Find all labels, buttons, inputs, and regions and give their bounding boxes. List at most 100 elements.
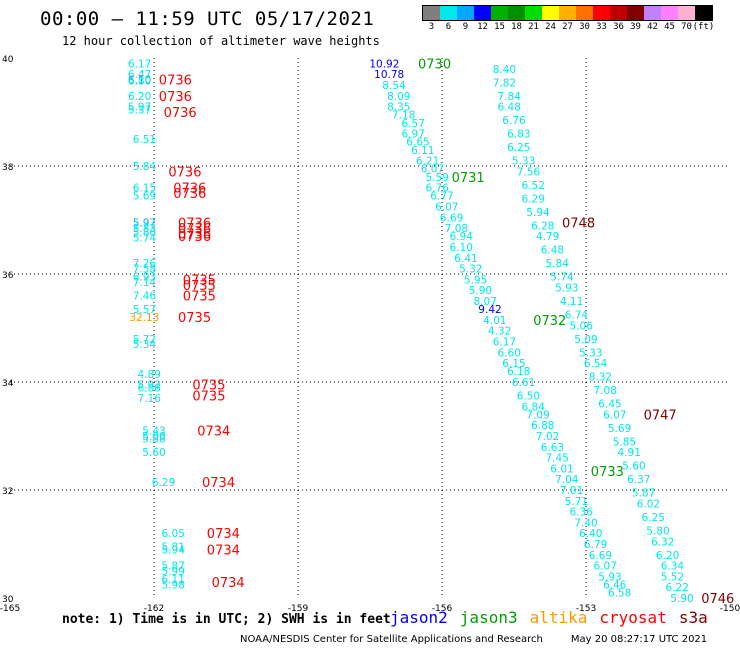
pass-time-label: 0748	[562, 217, 595, 232]
swh-value: 6.20	[128, 91, 151, 103]
y-tick-label: 32	[2, 487, 13, 497]
colorbar-label: 21	[528, 22, 539, 32]
swh-colorbar-labels: 3 6 9 12 15 18 21 24 27 30 33 36 39 42 45 70 (ft)	[422, 22, 740, 34]
swh-value: 5.60	[622, 461, 645, 473]
colorbar-label: 45	[664, 22, 675, 32]
swh-value: 5.57	[133, 304, 156, 316]
swh-value: 6.07	[435, 202, 458, 214]
swh-value: 9.42	[478, 304, 501, 316]
x-tick-label: -153	[576, 604, 596, 614]
swh-value: 5.83	[133, 223, 156, 235]
generation-timestamp: May 20 08:27:17 UTC 2021	[570, 634, 708, 645]
swh-value: 8.32	[589, 372, 612, 384]
swh-value: 6.11	[411, 145, 434, 157]
swh-value: 6.54	[584, 358, 608, 370]
swh-value: 5.93	[598, 571, 621, 583]
swh-value: 6.51	[133, 134, 156, 146]
swh-value: 5.06	[570, 320, 594, 332]
colorbar-swatch	[525, 6, 542, 20]
swh-value: 5.69	[133, 191, 156, 203]
colorbar-swatch	[491, 6, 508, 20]
legend-jason3: jason3	[459, 608, 518, 627]
swh-value: 5.00	[142, 431, 165, 443]
swh-value: 8.09	[387, 91, 410, 103]
swh-value: 7.56	[517, 166, 541, 178]
swh-value: 6.22	[666, 582, 689, 594]
colorbar-swatch	[593, 6, 610, 20]
swh-value: 5.74	[133, 232, 157, 244]
swh-value: 4.89	[138, 369, 161, 381]
swh-value: 6.28	[531, 220, 554, 232]
y-tick-label: 38	[2, 163, 14, 173]
swh-value: 6.65	[406, 137, 429, 149]
pass-time-label: 0747	[644, 408, 677, 423]
pass-time-label: 0736	[159, 90, 192, 105]
swh-value: 5.85	[613, 436, 636, 448]
swh-value: 6.01	[550, 463, 573, 475]
pass-time-label: 0734	[212, 576, 245, 591]
swh-value: 6.41	[454, 253, 477, 265]
swh-value: 6.84	[522, 401, 546, 413]
pass-time-label: 0735	[183, 273, 216, 288]
swh-value: 6.58	[608, 588, 631, 600]
swh-value: 6.69	[440, 212, 463, 224]
pass-time-label: 0735	[183, 279, 216, 294]
colorbar-swatch	[610, 6, 627, 20]
pass-time-label: 0736	[178, 228, 211, 243]
swh-value: 6.50	[517, 391, 540, 403]
swh-value: 8.54	[382, 80, 406, 92]
x-tick-label: -156	[432, 604, 453, 614]
swh-value: 6.36	[570, 507, 594, 519]
swh-value: 7.16	[138, 393, 162, 405]
swh-value: 6.76	[426, 183, 450, 195]
pass-time-label: 0735	[192, 379, 225, 394]
swh-value: 7.02	[536, 431, 559, 443]
legend-cryosat: cryosat	[599, 608, 667, 627]
swh-value: 6.61	[512, 377, 535, 389]
pass-time-label: 0736	[159, 74, 192, 89]
swh-value: 5.92	[138, 380, 161, 392]
swh-value: 6.88	[138, 382, 161, 394]
legend-altika: altika	[529, 608, 588, 627]
swh-value: 5.97	[133, 218, 156, 230]
swh-value: 6.48	[498, 102, 521, 114]
pass-time-label: 0731	[452, 171, 485, 186]
swh-value: 5.32	[459, 264, 482, 276]
swh-value: 5.52	[661, 571, 684, 583]
swh-value: 6.57	[402, 118, 425, 130]
swh-value: 5.94	[526, 207, 550, 219]
swh-value: 10.92	[369, 58, 399, 70]
colorbar-label: 24	[545, 22, 556, 32]
pass-time-label: 0736	[168, 165, 201, 180]
swh-value: 6.52	[522, 180, 545, 192]
colorbar-label: 39	[630, 22, 641, 32]
colorbar-label: 36	[613, 22, 624, 32]
swh-value: 5.71	[565, 496, 588, 508]
swh-value: 6.37	[627, 474, 650, 486]
swh-value: 8.40	[493, 64, 516, 76]
colorbar-swatch	[423, 6, 440, 20]
swh-value: 5.84	[133, 161, 157, 173]
colorbar-label: 42	[647, 22, 658, 32]
colorbar-label: 12	[477, 22, 488, 32]
swh-value: 5.81	[162, 542, 185, 554]
swh-value: 7.08	[594, 385, 617, 397]
swh-value: 6.46	[603, 580, 627, 592]
pass-time-label: 0736	[178, 217, 211, 232]
swh-value: 6.80	[128, 76, 151, 88]
pass-time-label: 0734	[202, 476, 235, 491]
swh-value: 6.32	[651, 536, 674, 548]
swh-value: 6.15	[133, 183, 156, 195]
pass-time-label: 0732	[533, 314, 566, 329]
satellite-legend: jason2 jason3 altika cryosat s3a	[390, 608, 720, 627]
swh-value: 5.99	[162, 566, 185, 578]
swh-value: 6.29	[522, 193, 545, 205]
swh-value: 6.34	[661, 561, 685, 573]
swh-value: 6.05	[162, 528, 185, 540]
pass-time-label: 0736	[173, 182, 206, 197]
legend-jason2: jason2	[390, 608, 448, 627]
swh-value: 6.47	[128, 69, 151, 81]
swh-value: 6.83	[507, 129, 530, 141]
swh-value: 7.46	[133, 291, 157, 303]
